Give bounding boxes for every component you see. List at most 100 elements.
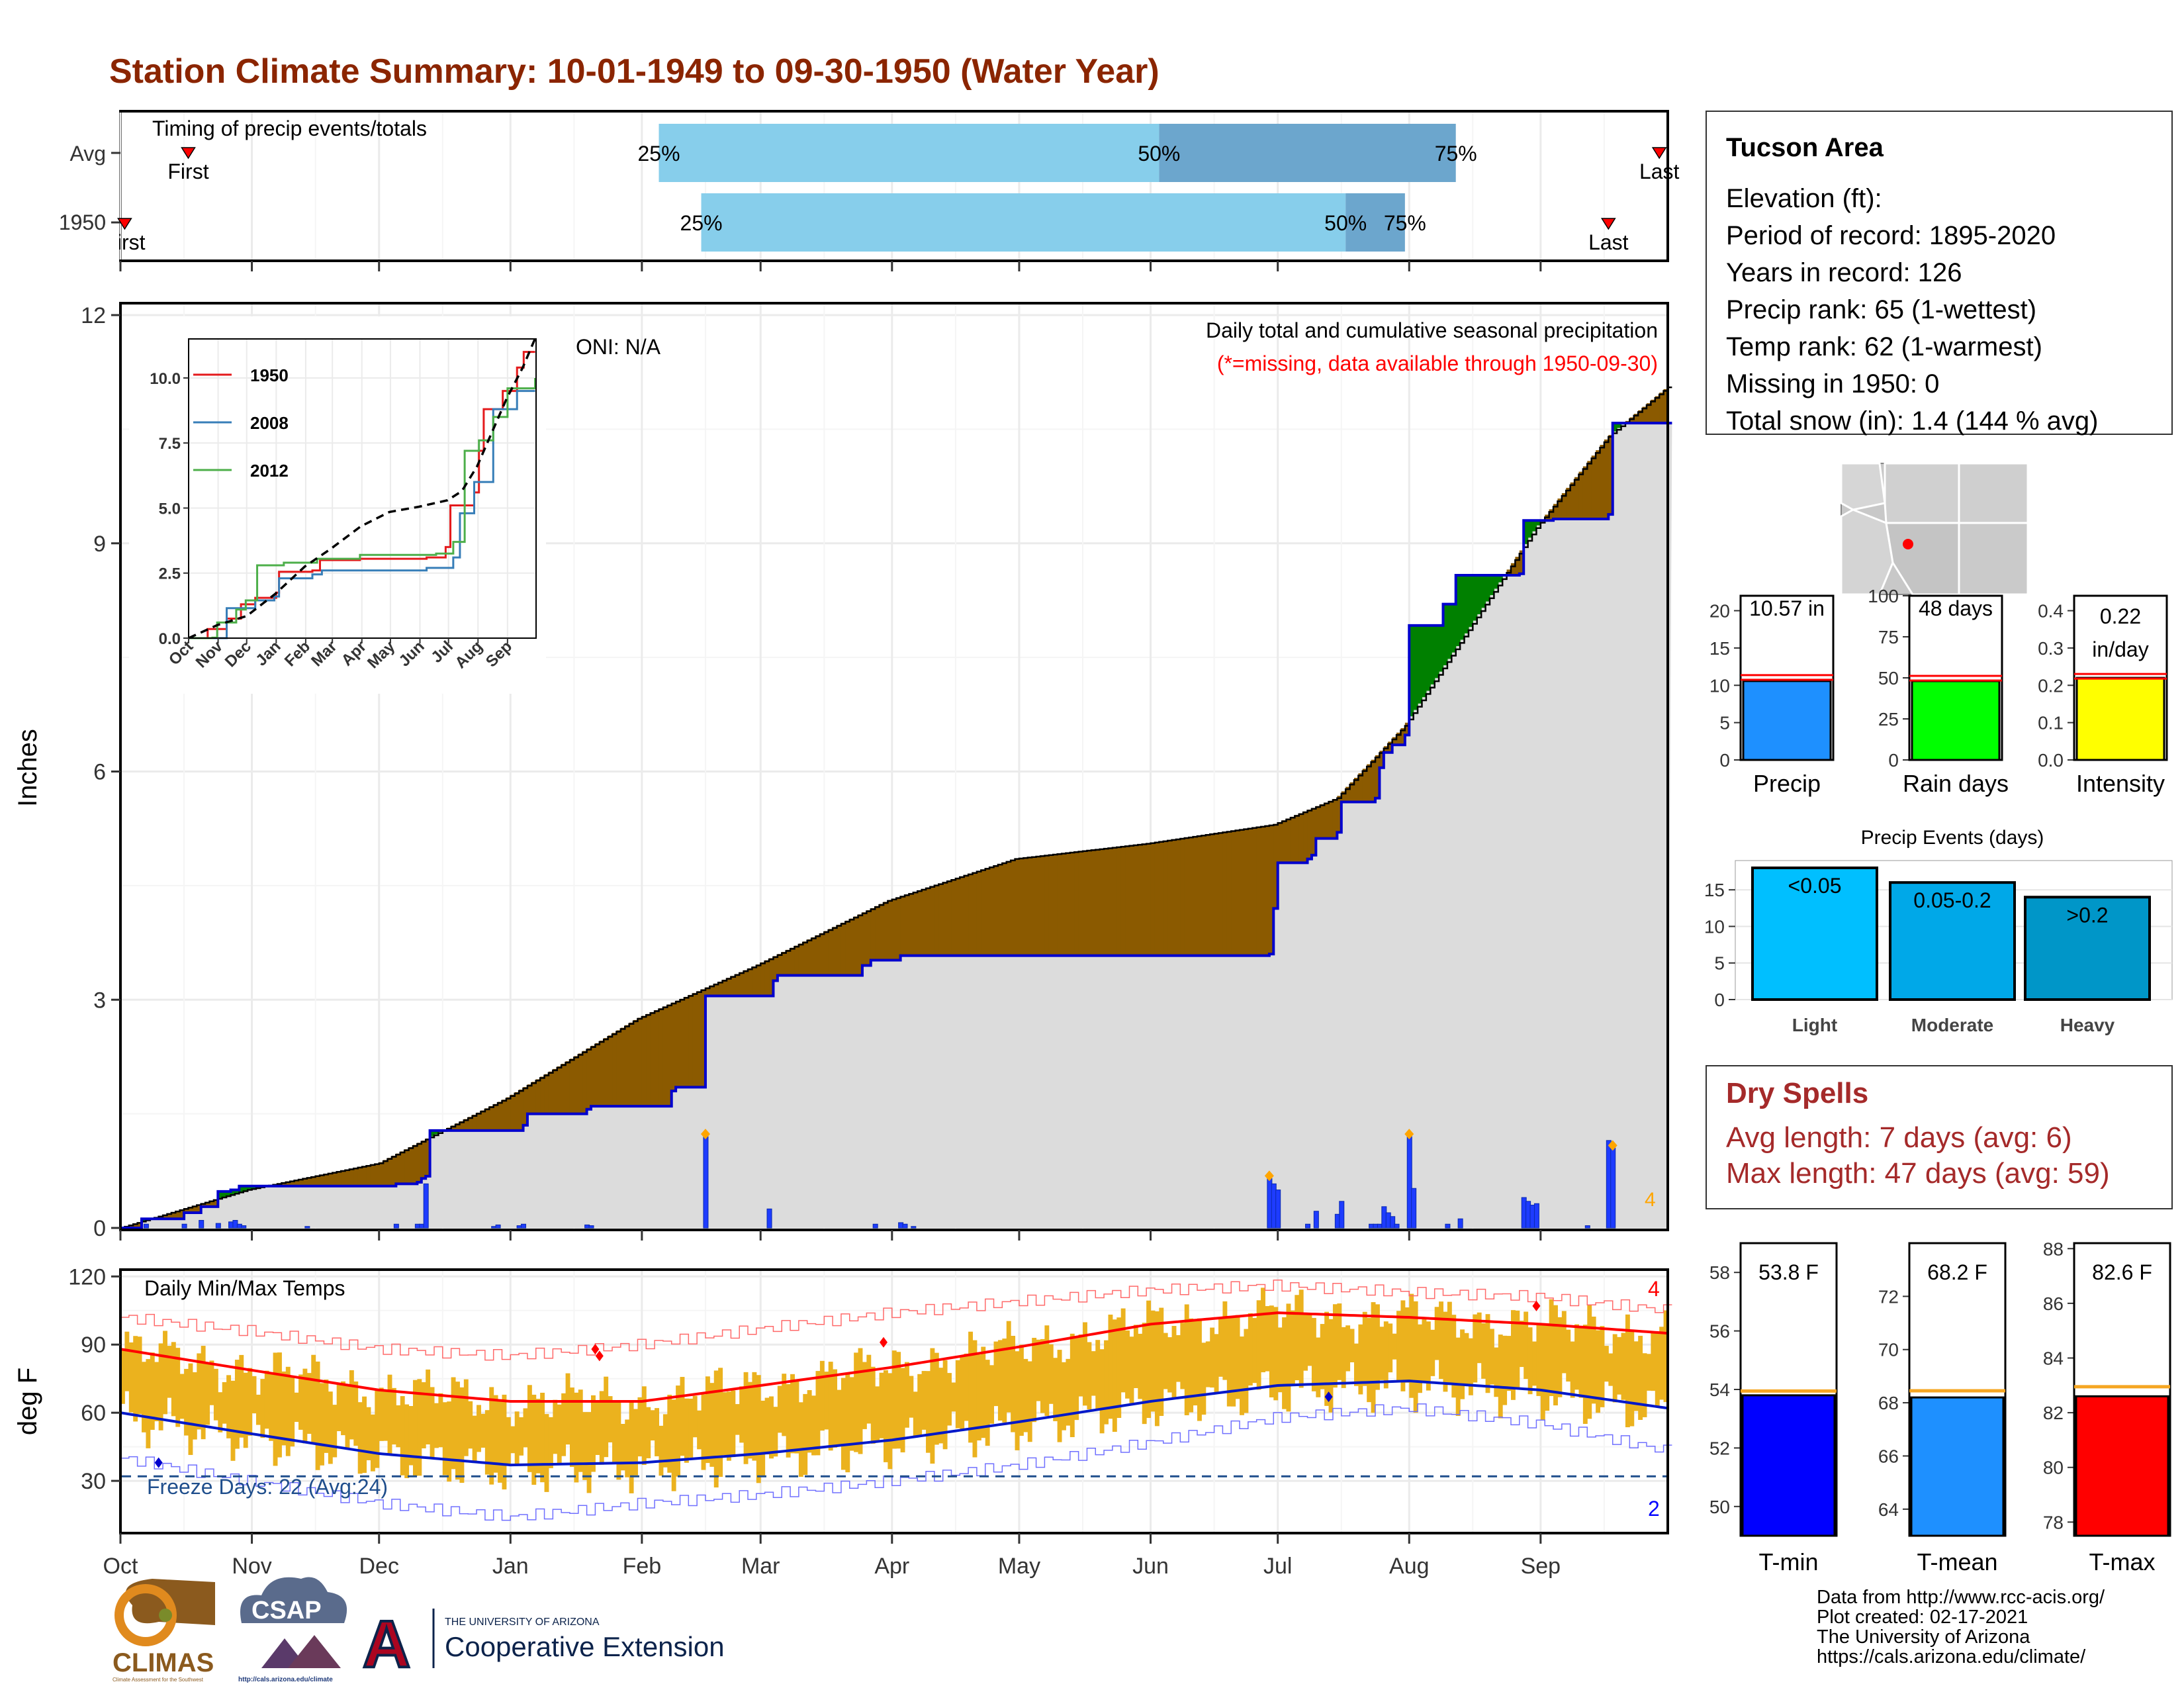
temp-daily-range-bar xyxy=(891,1350,897,1449)
temp-daily-range-bar xyxy=(502,1394,507,1490)
temp-daily-range-bar xyxy=(1324,1311,1330,1406)
precip-ylabel: Inches xyxy=(13,729,42,807)
temp-bar-value-label: 53.8 F xyxy=(1758,1260,1819,1284)
temp-daily-range-bar xyxy=(981,1346,986,1438)
temp-daily-range-bar xyxy=(620,1423,625,1471)
precip-surplus-fill xyxy=(222,1191,227,1197)
temp-daily-range-bar xyxy=(1345,1325,1351,1372)
precip-deficit-fill xyxy=(281,1182,287,1186)
inset-normal-line xyxy=(188,336,537,639)
precip-deficit-fill xyxy=(960,876,965,956)
temp-daily-range-bar xyxy=(1439,1301,1444,1380)
temp-daily-range-bar xyxy=(1116,1317,1122,1418)
temp-daily-range-bar xyxy=(230,1380,236,1461)
precip-deficit-fill xyxy=(320,1174,325,1186)
summary-bar-intensity: 0.0 0.1 0.2 0.3 0.4 0.22 in/day Intensity xyxy=(2038,594,2168,797)
precip-deficit-fill xyxy=(400,1151,405,1184)
precip-deficit-fill xyxy=(989,867,995,956)
temp-daily-range-bar xyxy=(336,1385,341,1431)
summary-bar-value-label: 10.57 in xyxy=(1749,596,1825,620)
precip-daily-bar xyxy=(1610,1147,1616,1229)
precip-deficit-fill xyxy=(1154,842,1160,956)
temp-daily-range-bar xyxy=(1388,1323,1393,1373)
temp-daily-range-bar xyxy=(1048,1344,1054,1404)
events-category-label: Heavy xyxy=(2060,1015,2115,1035)
temp-daily-range-bar xyxy=(739,1386,745,1443)
summary-bar-rain-days: 0 25 50 75 100 48 days Rain days xyxy=(1868,586,2009,797)
temp-daily-range-bar xyxy=(837,1389,842,1446)
temp-daily-range-bar xyxy=(773,1407,778,1457)
temp-bar-ytick-label: 52 xyxy=(1709,1438,1730,1458)
precip-deficit-fill xyxy=(1566,487,1571,519)
precip-deficit-fill xyxy=(192,1205,197,1213)
precip-deficit-fill xyxy=(938,883,944,956)
temp-daily-range-bar xyxy=(201,1346,206,1440)
precip-deficit-fill xyxy=(1226,831,1232,956)
precip-deficit-fill xyxy=(608,1035,613,1107)
precip-deficit-fill xyxy=(841,922,846,976)
temp-daily-range-bar xyxy=(277,1352,282,1458)
summary-ytick-label: 75 xyxy=(1878,627,1899,647)
temp-daily-range-bar xyxy=(544,1414,549,1492)
temp-daily-range-bar xyxy=(298,1374,303,1430)
precip-deficit-fill xyxy=(900,896,905,956)
precip-deficit-fill xyxy=(1184,837,1189,956)
precip-deficit-fill xyxy=(1240,829,1245,956)
precip-deficit-fill xyxy=(1277,821,1283,863)
precip-deficit-fill xyxy=(659,1008,664,1107)
precip-surplus-fill xyxy=(230,1190,236,1195)
precip-deficit-fill xyxy=(197,1204,202,1213)
temp-daily-range-bar xyxy=(179,1374,185,1419)
temp-daily-range-bar xyxy=(849,1377,854,1451)
temp-daily-range-bar xyxy=(1295,1295,1300,1381)
locator-map xyxy=(1840,462,2029,596)
precip-deficit-fill xyxy=(1180,838,1185,956)
precip-deficit-fill xyxy=(688,995,694,1088)
month-label: Sep xyxy=(1521,1554,1561,1579)
precip-deficit-fill xyxy=(1642,406,1647,424)
precip-deficit-fill xyxy=(477,1112,482,1131)
precip-deficit-fill xyxy=(1646,403,1651,424)
precip-surplus-fill xyxy=(234,1190,240,1194)
temp-bar-value-label: 68.2 F xyxy=(1927,1260,1987,1284)
precip-deficit-fill xyxy=(1324,802,1330,839)
temp-bar-fill xyxy=(2075,1395,2169,1537)
precip-deficit-fill xyxy=(1116,847,1122,956)
temp-daily-range-bar xyxy=(370,1414,375,1472)
precip-daily-bar xyxy=(1411,1188,1417,1229)
temp-daily-range-bar xyxy=(786,1383,791,1458)
temp-daily-range-bar xyxy=(1261,1288,1265,1373)
events-bar-heavy xyxy=(2024,896,2151,1002)
temp-daily-range-bar xyxy=(1201,1342,1206,1415)
precip-deficit-fill xyxy=(1320,804,1325,839)
temp-daily-range-bar xyxy=(688,1398,694,1458)
temp-daily-range-bar xyxy=(1587,1304,1592,1419)
precip-deficit-fill xyxy=(582,1051,588,1114)
precip-deficit-fill xyxy=(468,1117,473,1131)
precip-deficit-fill xyxy=(1210,833,1215,956)
temp-daily-range-bar xyxy=(1578,1327,1584,1398)
precip-daily-bar xyxy=(1390,1216,1396,1229)
precip-deficit-fill xyxy=(498,1102,503,1131)
precip-daily-bar xyxy=(872,1223,878,1229)
precip-deficit-fill xyxy=(854,916,859,976)
temp-daily-range-bar xyxy=(1349,1329,1355,1362)
temp-daily-range-bar xyxy=(629,1402,634,1493)
temp-bar-ytick-label: 58 xyxy=(1709,1262,1730,1283)
precip-deficit-fill xyxy=(1290,816,1295,863)
temp-daily-range-bar xyxy=(1248,1313,1253,1386)
temp-record-min-marker xyxy=(154,1457,163,1468)
precip-daily-bar xyxy=(1275,1190,1281,1229)
temp-daily-range-bar xyxy=(222,1382,227,1424)
precip-deficit-fill xyxy=(786,949,791,976)
temp-daily-range-bar xyxy=(1362,1311,1367,1386)
precip-daily-bar xyxy=(393,1223,399,1229)
temp-daily-range-bar xyxy=(854,1352,859,1452)
temp-daily-range-bar xyxy=(1418,1324,1422,1393)
temp-daily-range-bar xyxy=(1629,1329,1635,1427)
temp-daily-range-bar xyxy=(1277,1327,1283,1393)
temp-daily-range-bar xyxy=(1341,1327,1346,1388)
summary-bar-value-label: 48 days xyxy=(1919,596,1993,620)
precip-daily-bar xyxy=(902,1223,908,1229)
precip-deficit-fill xyxy=(1608,435,1614,515)
